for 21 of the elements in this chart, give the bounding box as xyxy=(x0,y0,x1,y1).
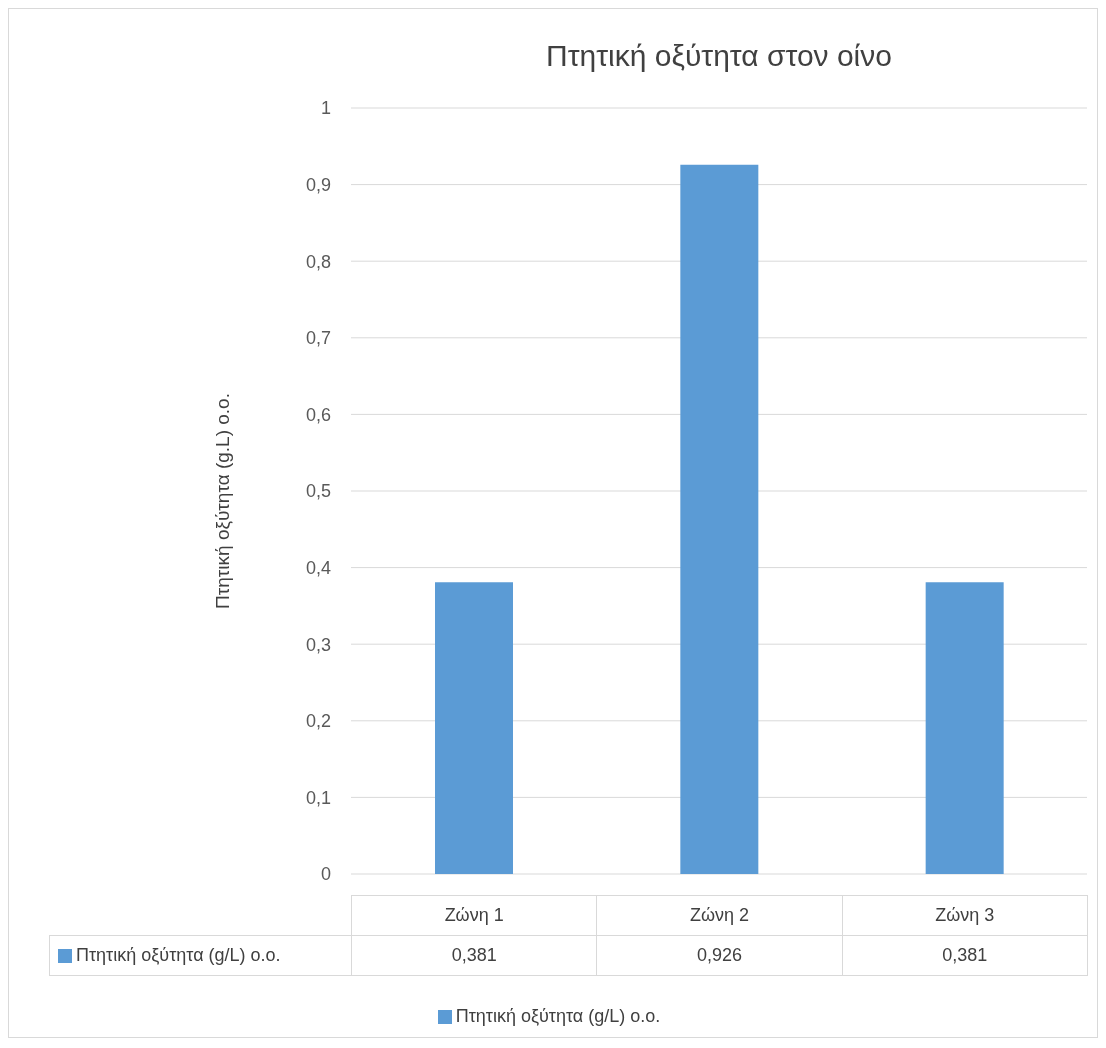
x-tick-label: Ζώνη 3 xyxy=(841,895,1088,936)
y-tick-label: 0,6 xyxy=(305,404,331,425)
y-tick-label: 0,9 xyxy=(305,174,331,195)
y-tick-label: 0,4 xyxy=(305,557,331,578)
legend-label: Πτητική οξύτητα (g/L) ο.ο. xyxy=(455,1006,661,1026)
y-tick-label: 0,1 xyxy=(305,787,331,808)
x-tick-label: Ζώνη 2 xyxy=(596,895,843,936)
y-tick-label: 0 xyxy=(320,864,331,885)
y-tick-label: 0,2 xyxy=(305,711,331,732)
y-axis-title: Πτητική οξύτητα (g.L) ο.ο. xyxy=(212,391,234,611)
y-tick-label: 0,3 xyxy=(305,634,331,655)
y-tick-label: 0,7 xyxy=(305,328,331,349)
y-tick-label: 0,5 xyxy=(305,481,331,502)
x-tick-label: Ζώνη 1 xyxy=(351,895,598,936)
chart-title: Πτητική οξύτητα στον οίνο xyxy=(545,39,893,73)
data-label: 0,381 xyxy=(351,935,598,976)
y-tick-label: 1 xyxy=(320,98,331,119)
data-label: 0,926 xyxy=(596,935,843,976)
data-label: 0,381 xyxy=(841,935,1088,976)
y-tick-label: 0,8 xyxy=(305,251,331,272)
text: Πτητική οξύτητα (g/L) ο.ο. xyxy=(76,945,281,965)
